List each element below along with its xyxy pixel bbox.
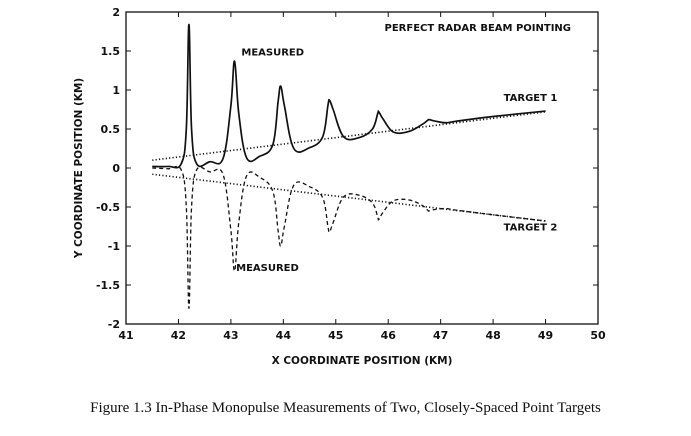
y-tick-label: -2 — [108, 318, 120, 331]
x-tick-label: 50 — [590, 329, 606, 342]
x-tick-label: 46 — [381, 329, 397, 342]
y-tick-label: -0.5 — [96, 201, 120, 214]
y-tick-label: -1.5 — [96, 279, 120, 292]
chart-title: PERFECT RADAR BEAM POINTING — [385, 23, 572, 34]
plot-frame — [125, 11, 599, 325]
y-tick-label: 1.5 — [101, 45, 121, 58]
y-tick-label: -1 — [108, 240, 120, 253]
annotation-target-1: TARGET 1 — [504, 93, 558, 104]
x-tick-label: 44 — [276, 329, 292, 342]
annotation-measured: MEASURED — [241, 48, 304, 59]
annotation-measured: MEASURED — [236, 263, 299, 274]
annotation-target-2: TARGET 2 — [504, 222, 558, 233]
annotations: MEASURED MEASURED TARGET 1 TARGET 2 — [236, 48, 557, 274]
x-tick-label: 48 — [485, 329, 500, 342]
measured-line-target-1 — [152, 23, 546, 169]
x-tick-label: 41 — [118, 329, 133, 342]
x-tick-label: 47 — [433, 329, 448, 342]
x-tick-label: 42 — [171, 329, 186, 342]
series-line-target-2 — [152, 173, 546, 222]
x-tick-label: 49 — [538, 329, 553, 342]
figure-caption: Figure 1.3 In-Phase Monopulse Measuremen… — [90, 400, 601, 416]
series-group — [152, 23, 546, 310]
x-tick-label: 43 — [223, 329, 238, 342]
x-axis-label: X COORDINATE POSITION (KM) — [272, 355, 453, 367]
ticks: 41 42 43 44 45 46 47 48 49 50 -2 -1.5 -1 -0.5 0 0.5 1 1.5… — [96, 6, 606, 342]
y-tick-label: 0 — [112, 162, 120, 175]
y-axis-label: Y COORDINATE POSITION (KM) — [73, 78, 85, 259]
series-line-target-1 — [152, 111, 546, 161]
y-tick-label: 0.5 — [101, 123, 121, 136]
measured-line-target-2 — [152, 165, 546, 310]
y-tick-label: 1 — [112, 84, 120, 97]
y-tick-label: 2 — [112, 6, 120, 19]
x-tick-label: 45 — [328, 329, 343, 342]
